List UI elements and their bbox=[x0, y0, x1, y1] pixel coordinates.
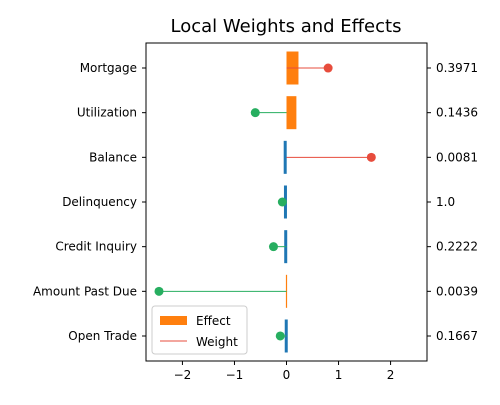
effect-bar bbox=[286, 96, 297, 130]
category-label: Utilization bbox=[77, 106, 137, 120]
legend-weight-label: Weight bbox=[196, 335, 238, 349]
category-label: Credit Inquiry bbox=[55, 240, 137, 254]
category-label: Delinquency bbox=[62, 195, 137, 209]
weight-point bbox=[250, 108, 260, 118]
weight-point bbox=[323, 63, 333, 73]
effect-bar bbox=[283, 140, 287, 174]
axes: Mortgage 0.3971 Utilization 0.1436 Balance 0.… bbox=[33, 42, 478, 382]
chart-title: Local Weights and Effects bbox=[171, 16, 402, 37]
weight-point bbox=[277, 197, 287, 207]
weight-point bbox=[366, 152, 376, 162]
legend: Effect Weight bbox=[151, 305, 248, 355]
right-value-label: 0.3971 bbox=[436, 61, 478, 75]
weight-point bbox=[268, 242, 278, 252]
weight-point bbox=[275, 331, 285, 341]
x-tick-label: 1 bbox=[335, 368, 343, 382]
category-label: Amount Past Due bbox=[33, 284, 137, 298]
legend-effect-swatch bbox=[160, 316, 187, 325]
right-value-label: 0.0081 bbox=[436, 150, 478, 164]
x-tick-label: −1 bbox=[226, 368, 244, 382]
category-label: Mortgage bbox=[80, 61, 137, 75]
x-tick-label: −2 bbox=[174, 368, 192, 382]
right-value-label: 0.0039 bbox=[436, 284, 478, 298]
x-tick-label: 0 bbox=[283, 368, 291, 382]
right-value-label: 0.1667 bbox=[436, 329, 478, 343]
weight-point bbox=[154, 286, 164, 296]
category-label: Open Trade bbox=[68, 329, 137, 343]
right-value-label: 0.1436 bbox=[436, 106, 478, 120]
right-value-label: 1.0 bbox=[436, 195, 455, 209]
category-label: Balance bbox=[89, 150, 137, 164]
weight-lollipops bbox=[154, 63, 376, 341]
x-tick-label: 2 bbox=[387, 368, 395, 382]
right-value-label: 0.2222 bbox=[436, 240, 478, 254]
legend-effect-label: Effect bbox=[196, 314, 231, 328]
